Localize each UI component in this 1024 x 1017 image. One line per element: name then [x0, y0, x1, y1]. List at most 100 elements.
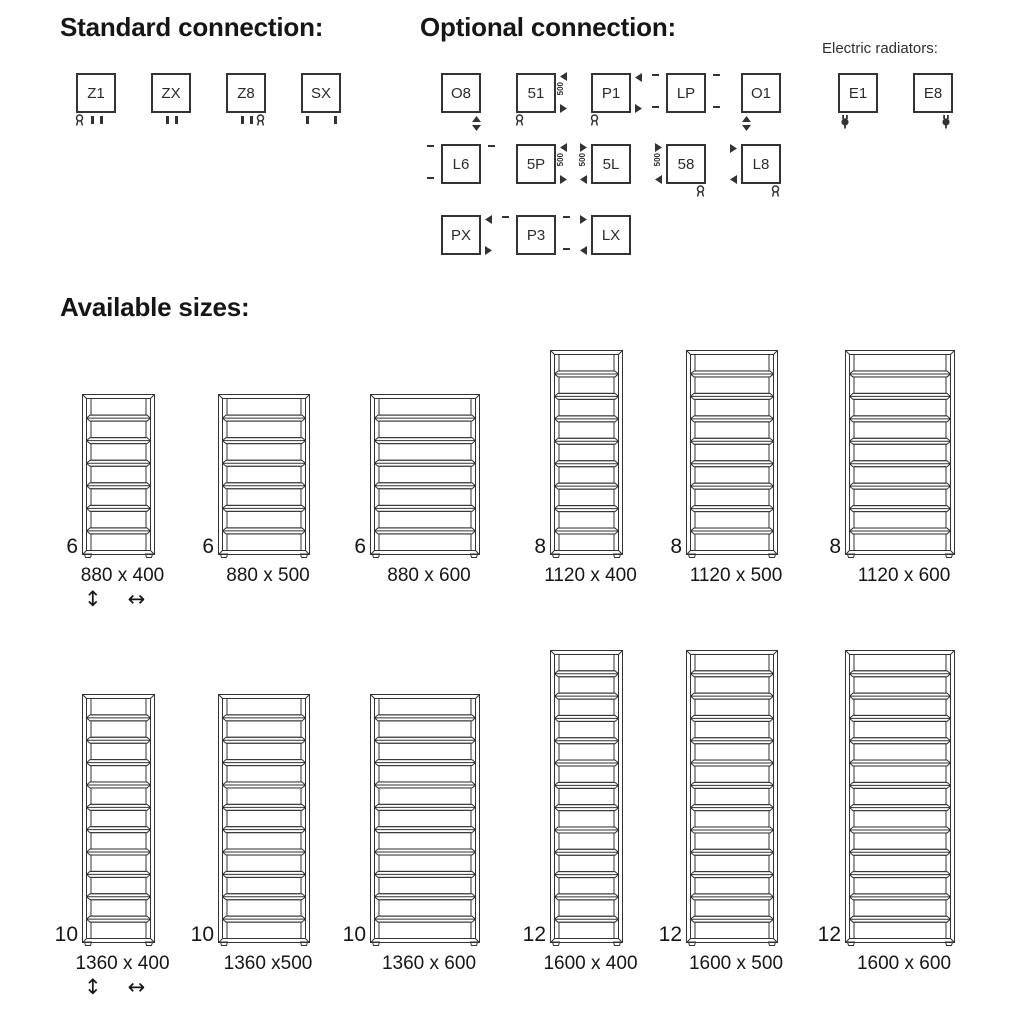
connection-code-label: L8: [741, 144, 781, 184]
connection-box-e8: E8: [913, 73, 953, 129]
radiator-drawing: [370, 694, 480, 946]
radiator-count: 6: [202, 535, 214, 558]
width-arrow-icon: ↔: [127, 975, 146, 999]
radiator-size-label: 880 x 400: [80, 565, 165, 586]
connection-dash-mark: [713, 74, 720, 76]
connection-code-label: P1: [591, 73, 631, 113]
connection-dash-mark: [652, 106, 659, 108]
connection-code-label: Z8: [226, 73, 266, 113]
connection-code-label: 51: [516, 73, 556, 113]
radiator-cell: 6 880 x 400 ↕ ↔: [66, 394, 164, 611]
connection-code-label: PX: [441, 215, 481, 255]
radiator-drawing: [845, 650, 955, 946]
connection-box-p3: P3: [502, 215, 570, 255]
arrow-right-icon: [655, 143, 662, 152]
connection-code-label: E1: [838, 73, 878, 113]
radiator-cell: 10 1360 x 400 ↕ ↔: [55, 694, 170, 999]
connection-code-label: E8: [913, 73, 953, 113]
radiator-count: 10: [190, 923, 214, 946]
connection-tick-mark: [241, 116, 244, 124]
double-vertical-arrow-icon: [472, 116, 481, 131]
radiator-size-label: 1120 x 600: [857, 565, 951, 586]
radiator-cell: 12 1600 x 600: [818, 650, 955, 974]
radiator-drawing: [550, 350, 623, 558]
plug-icon: [839, 115, 851, 129]
radiator-size-label: 1600 x 600: [856, 953, 952, 974]
arrow-left-icon: [580, 246, 587, 255]
valve-icon: [513, 114, 526, 127]
radiator-count: 8: [534, 535, 546, 558]
connection-tick-mark: [175, 116, 178, 124]
radiator-size-label: 1600 x 400: [543, 953, 638, 974]
connection-dash-mark: [713, 106, 720, 108]
radiator-count: 12: [522, 923, 546, 946]
standard-connection-heading: Standard connection:: [60, 12, 324, 42]
arrow-right-icon: [580, 215, 587, 224]
connection-dash-mark: [427, 145, 434, 147]
arrow-right-icon: [635, 104, 642, 113]
radiator-size-label: 880 x 500: [226, 565, 310, 586]
radiator-count: 12: [817, 923, 841, 946]
connection-box-lp: LP: [652, 73, 720, 113]
connection-code-label: 58: [666, 144, 706, 184]
arrow-left-icon: [730, 175, 737, 184]
arrow-left-icon: [560, 143, 567, 152]
connection-dash-mark: [652, 74, 659, 76]
valve-icon: [73, 114, 86, 127]
radiator-drawing: [845, 350, 955, 558]
height-arrow-icon: ↕: [84, 587, 102, 611]
radiator-cell: 8 1120 x 500: [670, 350, 782, 586]
arrow-right-icon: [580, 143, 587, 152]
radiator-cell: 6 880 x 500: [202, 394, 310, 586]
connection-code-label: 5P: [516, 144, 556, 184]
connection-box-l8: L8: [730, 144, 781, 197]
connection-tick-mark: [250, 116, 253, 124]
electric-radiators-heading: Electric radiators:: [822, 40, 938, 57]
radiator-drawing: [550, 650, 623, 946]
connection-box-z1: Z1: [75, 73, 116, 126]
arrow-left-icon: [560, 72, 567, 81]
connection-box-sx: SX: [301, 73, 341, 124]
radiator-size-label: 1360 x500: [223, 953, 313, 974]
height-arrow-icon: ↕: [84, 975, 102, 999]
optional-connection-row-2: L6 5P 500 5L 500 58 500 L8: [427, 143, 781, 197]
radiator-drawing: [82, 394, 155, 558]
arrow-right-icon: [730, 144, 737, 153]
radiator-count: 8: [829, 535, 841, 558]
connection-code-label: O8: [441, 73, 481, 113]
connection-box-51: 51 500: [515, 72, 567, 126]
valve-icon: [588, 114, 601, 127]
radiator-cell: 12 1600 x 500: [659, 650, 783, 974]
width-arrow-icon: ↔: [127, 587, 146, 611]
connection-tick-mark: [166, 116, 169, 124]
optional-connection-row-3: PX P3 LX: [441, 215, 631, 255]
connection-dash-mark: [502, 216, 509, 218]
connection-box-o1: O1: [741, 73, 781, 131]
connection-tick-mark: [100, 116, 103, 124]
radiator-size-label: 880 x 600: [387, 565, 471, 586]
connection-box-zx: ZX: [151, 73, 191, 124]
connection-box-5p: 5P 500: [516, 143, 567, 184]
radiator-count: 6: [66, 535, 78, 558]
radiator-cell: 6 880 x 600: [354, 394, 480, 586]
radiator-cell: 10 1360 x 600: [343, 694, 480, 974]
radiator-count: 12: [658, 923, 682, 946]
radiator-cell: 12 1600 x 400: [523, 650, 638, 974]
radiator-count: 10: [342, 923, 366, 946]
radiator-size-label: 1120 x 400: [544, 565, 637, 586]
connection-tick-mark: [334, 116, 337, 124]
arrow-left-icon: [485, 215, 492, 224]
plug-icon: [940, 115, 952, 129]
radiator-size-label: 1600 x 500: [688, 953, 784, 974]
connection-dash-mark: [488, 145, 495, 147]
connection-code-label: Z1: [76, 73, 116, 113]
connection-box-lx: LX: [580, 215, 631, 255]
arrow-right-icon: [560, 175, 567, 184]
dimension-500-label: 500: [556, 82, 565, 96]
dimension-arrows: ↕ ↔: [84, 587, 145, 611]
radiator-drawing: [686, 650, 778, 946]
optional-connection-row-1: O8 51 500 P1 LP O1: [441, 72, 781, 131]
connection-box-p1: P1: [590, 73, 642, 126]
radiator-size-label: 1360 x 400: [75, 953, 170, 974]
connection-dash-mark: [427, 177, 434, 179]
